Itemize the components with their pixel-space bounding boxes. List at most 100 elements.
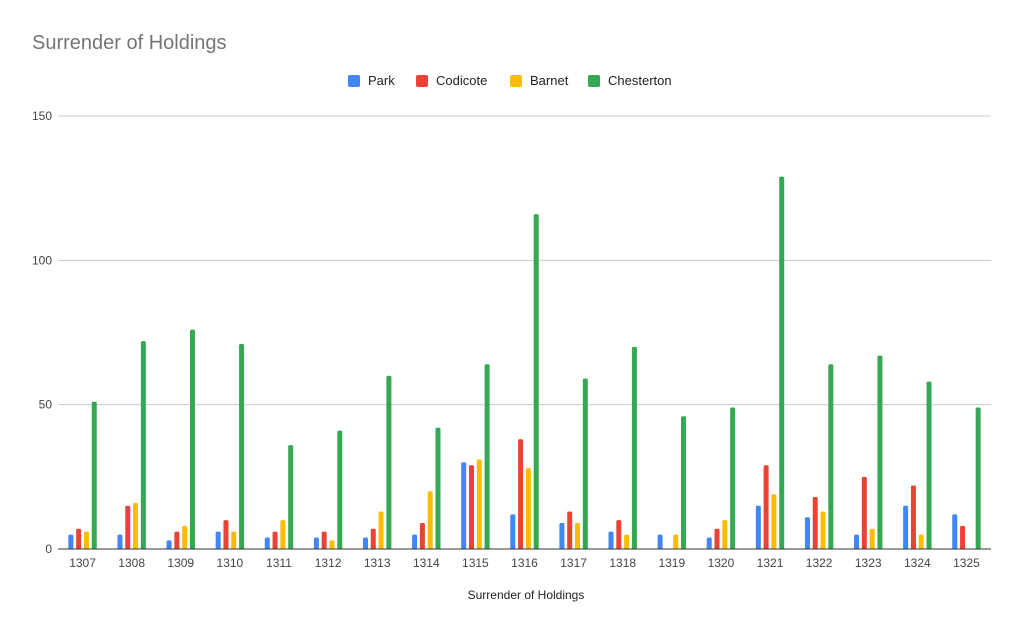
bar-codicote-1320 <box>714 528 720 549</box>
bar-barnet-1311 <box>280 520 286 549</box>
x-tick-label: 1322 <box>806 556 833 570</box>
bar-chesterton-1324 <box>926 381 932 549</box>
x-tick-label: 1325 <box>953 556 980 570</box>
bars <box>68 176 981 549</box>
bar-chesterton-1309 <box>189 329 195 549</box>
bar-park-1316 <box>510 514 516 549</box>
legend-item-park[interactable]: Park <box>348 73 395 88</box>
x-tick-label: 1309 <box>167 556 194 570</box>
bar-park-1320 <box>706 537 712 549</box>
y-tick-label: 0 <box>45 542 52 556</box>
bar-park-1307 <box>68 534 74 549</box>
bar-codicote-1317 <box>567 511 573 549</box>
x-axis-ticks: 1307 1308 1309 1310 1311 1312 1313 1314 1315 1316… <box>69 556 980 570</box>
bar-barnet-1322 <box>820 511 826 549</box>
bar-park-1319 <box>657 534 663 549</box>
bar-chesterton-1312 <box>337 430 343 549</box>
bar-codicote-1313 <box>370 528 376 549</box>
legend-label: Barnet <box>530 73 569 88</box>
bar-chesterton-1321 <box>779 176 785 549</box>
x-tick-label: 1308 <box>118 556 145 570</box>
bar-park-1318 <box>608 531 614 549</box>
bar-chesterton-1310 <box>239 344 245 549</box>
bar-park-1309 <box>166 540 172 549</box>
legend-swatch <box>348 75 360 87</box>
bar-park-1310 <box>215 531 221 549</box>
bar-barnet-1321 <box>771 494 777 549</box>
bar-barnet-1316 <box>525 468 531 549</box>
bar-chesterton-1319 <box>681 416 687 549</box>
x-tick-label: 1319 <box>658 556 685 570</box>
y-tick-label: 150 <box>32 109 52 123</box>
legend-swatch <box>510 75 522 87</box>
bar-park-1321 <box>755 505 761 549</box>
bar-chesterton-1307 <box>91 401 97 549</box>
legend-swatch <box>588 75 600 87</box>
bar-chesterton-1325 <box>975 407 981 549</box>
legend-label: Park <box>368 73 395 88</box>
bar-park-1317 <box>559 523 565 549</box>
bar-codicote-1312 <box>321 531 327 549</box>
bar-park-1322 <box>804 517 810 549</box>
bar-barnet-1308 <box>133 502 139 549</box>
bar-codicote-1318 <box>616 520 622 549</box>
bar-chesterton-1320 <box>730 407 736 549</box>
x-tick-label: 1310 <box>217 556 244 570</box>
legend-item-codicote[interactable]: Codicote <box>416 73 487 88</box>
x-tick-label: 1323 <box>855 556 882 570</box>
bar-chesterton-1316 <box>533 214 539 549</box>
legend: Park Codicote Barnet Chesterton <box>348 73 672 88</box>
bar-park-1325 <box>952 514 958 549</box>
x-tick-label: 1307 <box>69 556 96 570</box>
x-tick-label: 1315 <box>462 556 489 570</box>
x-tick-label: 1324 <box>904 556 931 570</box>
bar-park-1311 <box>264 537 270 549</box>
bar-codicote-1321 <box>763 465 769 549</box>
y-axis-ticks: 0 50 100 150 <box>32 109 52 556</box>
x-tick-label: 1321 <box>757 556 784 570</box>
bar-chesterton-1314 <box>435 427 441 549</box>
bar-chesterton-1323 <box>877 355 883 549</box>
bar-codicote-1311 <box>272 531 278 549</box>
bar-barnet-1315 <box>476 459 482 549</box>
bar-codicote-1307 <box>76 528 82 549</box>
bar-chesterton-1313 <box>386 375 392 549</box>
bar-park-1313 <box>362 537 368 549</box>
bar-barnet-1318 <box>624 534 630 549</box>
chart-title: Surrender of Holdings <box>32 32 227 54</box>
x-axis-title: Surrender of Holdings <box>468 588 585 602</box>
legend-swatch <box>416 75 428 87</box>
gridlines <box>58 115 991 406</box>
bar-park-1314 <box>412 534 418 549</box>
y-tick-label: 50 <box>39 398 53 412</box>
bar-park-1323 <box>854 534 860 549</box>
bar-barnet-1307 <box>83 531 89 549</box>
legend-item-chesterton[interactable]: Chesterton <box>588 73 672 88</box>
x-tick-label: 1313 <box>364 556 391 570</box>
x-tick-label: 1311 <box>266 556 292 570</box>
bar-barnet-1319 <box>673 534 679 549</box>
bar-codicote-1322 <box>812 497 818 549</box>
bar-park-1315 <box>461 462 467 549</box>
bar-codicote-1323 <box>861 476 867 549</box>
legend-label: Codicote <box>436 73 487 88</box>
bar-barnet-1317 <box>575 523 581 549</box>
x-tick-label: 1317 <box>560 556 587 570</box>
bar-chesterton-1308 <box>140 341 146 549</box>
x-tick-label: 1316 <box>511 556 538 570</box>
bar-codicote-1308 <box>125 505 131 549</box>
bar-codicote-1309 <box>174 531 180 549</box>
legend-item-barnet[interactable]: Barnet <box>510 73 569 88</box>
bar-codicote-1325 <box>960 525 966 549</box>
bar-park-1324 <box>903 505 909 549</box>
y-tick-label: 100 <box>32 253 52 267</box>
bar-codicote-1316 <box>518 439 524 549</box>
bar-chesterton-1311 <box>288 445 294 549</box>
bar-codicote-1314 <box>419 523 425 549</box>
bar-barnet-1324 <box>918 534 924 549</box>
x-tick-label: 1314 <box>413 556 440 570</box>
bar-barnet-1320 <box>722 520 728 549</box>
bar-chesterton-1315 <box>484 364 490 549</box>
bar-codicote-1324 <box>910 485 916 549</box>
